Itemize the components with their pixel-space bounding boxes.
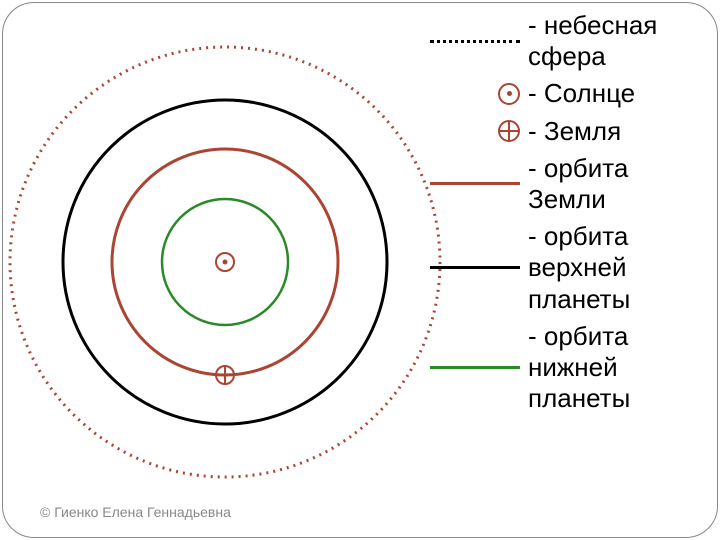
legend-sun: - Солнце — [430, 78, 710, 109]
sun-icon — [430, 83, 520, 105]
solid-line-icon — [430, 182, 520, 185]
solid-line-icon — [430, 266, 520, 269]
solid-line-icon — [430, 366, 520, 369]
legend-label: - орбита нижней планеты — [528, 321, 710, 415]
dotted-line-icon — [430, 40, 520, 43]
legend-inner-orbit: - орбита нижней планеты — [430, 321, 710, 415]
legend: - небесная сфера - Солнце - Земля - орби… — [430, 10, 710, 420]
legend-label: - небесная сфера — [528, 10, 710, 72]
earth-icon — [430, 120, 520, 142]
sun-symbol — [216, 253, 234, 271]
legend-earth-orbit: - орбита Земли — [430, 153, 710, 215]
legend-earth: - Земля — [430, 116, 710, 147]
legend-label: - Солнце — [528, 78, 710, 109]
legend-sphere: - небесная сфера — [430, 10, 710, 72]
copyright-text: © Гиенко Елена Геннадьевна — [40, 504, 231, 520]
orbit-diagram — [0, 0, 460, 540]
legend-label: - орбита Земли — [528, 153, 710, 215]
earth-symbol — [216, 366, 234, 384]
legend-label: - Земля — [528, 116, 710, 147]
legend-label: - орбита верхней планеты — [528, 221, 710, 315]
legend-outer-orbit: - орбита верхней планеты — [430, 221, 710, 315]
